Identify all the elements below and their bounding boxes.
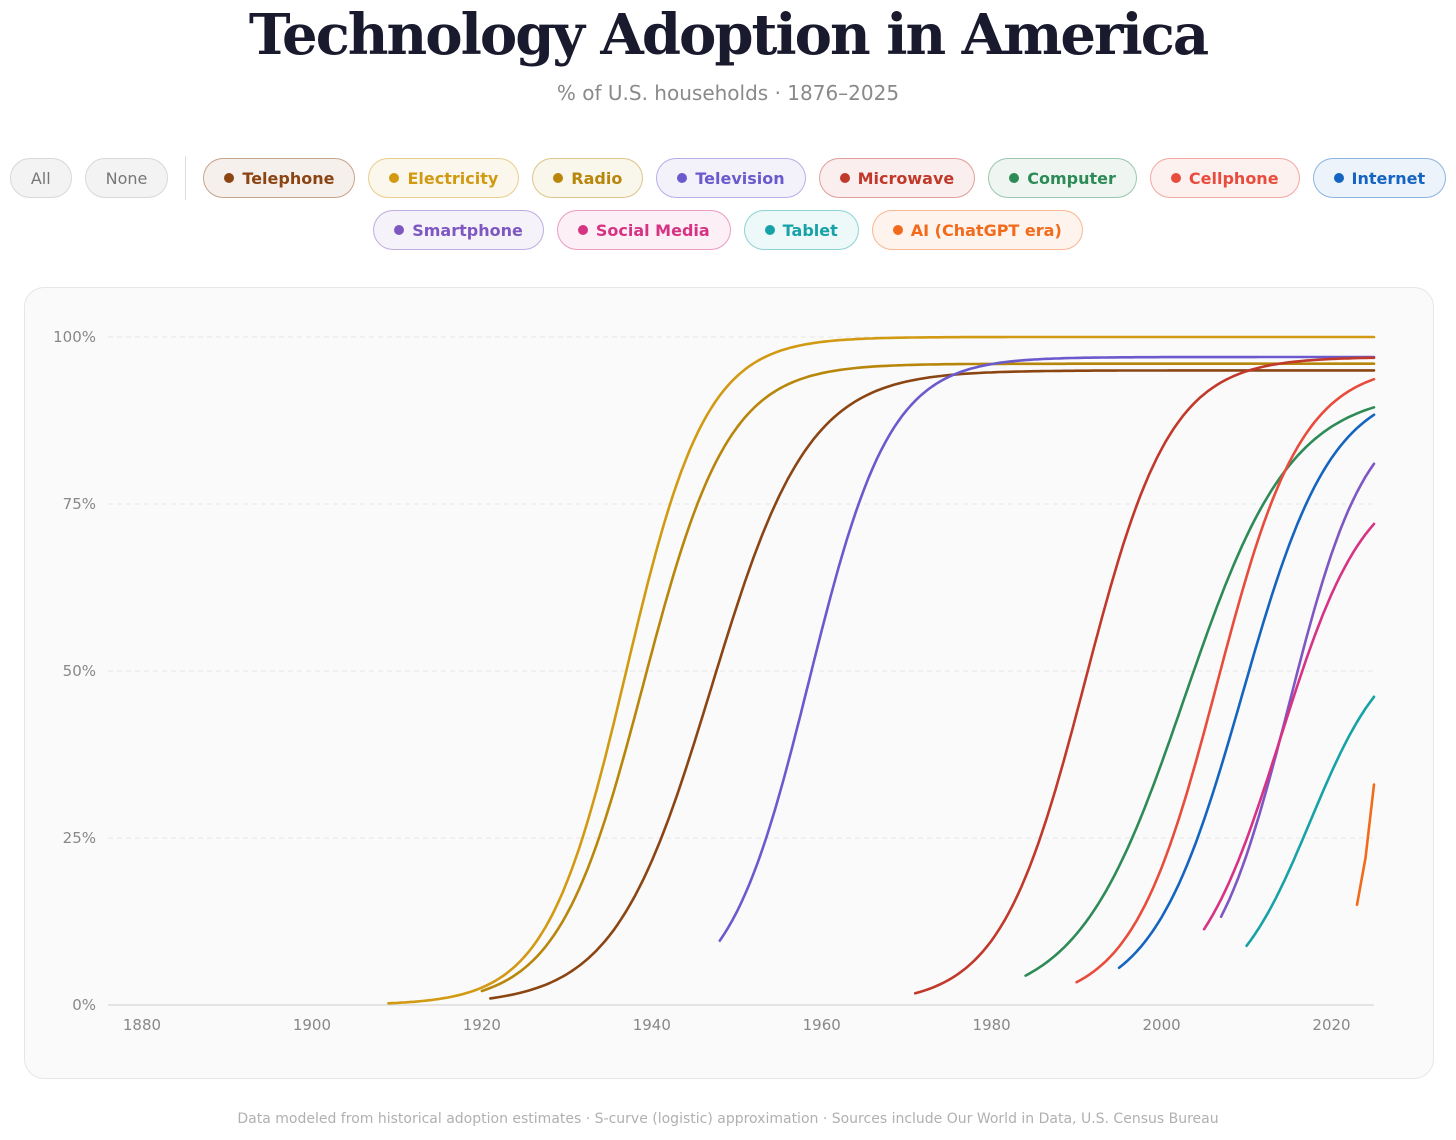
series-line-computer[interactable] <box>1024 406 1376 977</box>
x-tick-label: 1880 <box>123 1016 161 1034</box>
chip-label: Microwave <box>857 168 955 188</box>
x-tick-label: 2000 <box>1142 1016 1180 1034</box>
toggle-computer[interactable]: Computer <box>988 158 1137 198</box>
series-line-internet[interactable] <box>1117 413 1376 970</box>
legend-dot-icon <box>394 225 405 235</box>
legend-dot-icon <box>224 173 235 183</box>
toggle-microwave[interactable]: Microwave <box>818 158 976 198</box>
chip-label: Cellphone <box>1188 168 1279 188</box>
series-line-ai-chatgpt-era[interactable] <box>1355 783 1376 907</box>
x-tick-label: 2020 <box>1312 1016 1350 1034</box>
series-line-microwave[interactable] <box>913 356 1376 995</box>
legend-dot-icon <box>1170 173 1181 183</box>
chip-label: Social Media <box>595 220 710 240</box>
chip-label: Radio <box>571 168 623 188</box>
legend-dot-icon <box>577 225 588 235</box>
series-filter-row-2: Smartphone Social Media Tablet AI (ChatGPT … <box>0 210 1456 250</box>
series-line-radio[interactable] <box>480 362 1376 993</box>
footer-note: Data modeled from historical adoption es… <box>237 1111 1219 1127</box>
legend-dot-icon <box>677 173 688 183</box>
toggle-tablet[interactable]: Tablet <box>743 210 859 250</box>
x-tick-label: 1940 <box>633 1016 671 1034</box>
y-tick-label: 75% <box>63 495 96 513</box>
series-line-television[interactable] <box>718 355 1376 942</box>
series-line-social-media[interactable] <box>1202 522 1376 931</box>
series-line-telephone[interactable] <box>489 369 1376 1000</box>
chip-label: Computer <box>1027 168 1116 188</box>
select-all-button[interactable]: All <box>9 158 72 198</box>
chip-label: Tablet <box>782 220 838 240</box>
divider <box>185 156 187 200</box>
series-line-tablet[interactable] <box>1245 695 1376 948</box>
toggle-telephone[interactable]: Telephone <box>203 158 356 198</box>
x-tick-label: 1900 <box>293 1016 331 1034</box>
line-chart: 0% 25% 50% 75% 100% 1880 1900 1920 1940 1960 1980 2… <box>53 328 1376 1034</box>
toggle-social-media[interactable]: Social Media <box>556 210 731 250</box>
select-none-button[interactable]: None <box>84 158 169 198</box>
legend-dot-icon <box>1333 173 1344 183</box>
series-filter-row: All None Telephone Electricity Radio Televi… <box>0 156 1456 200</box>
y-tick-label: 0% <box>72 996 96 1014</box>
x-tick-label: 1960 <box>803 1016 841 1034</box>
page-title: Technology Adoption in America <box>248 2 1209 68</box>
chip-label: Internet <box>1351 168 1426 188</box>
legend-dot-icon <box>839 173 850 183</box>
toggle-television[interactable]: Television <box>656 158 806 198</box>
legend-dot-icon <box>389 173 400 183</box>
x-tick-label: 1980 <box>973 1016 1011 1034</box>
legend-dot-icon <box>764 225 775 235</box>
series-line-electricity[interactable] <box>387 335 1376 1005</box>
toggle-smartphone[interactable]: Smartphone <box>373 210 544 250</box>
y-tick-label: 25% <box>63 829 96 847</box>
chart-card: 0% 25% 50% 75% 100% 1880 1900 1920 1940 1960 1980 2… <box>24 287 1434 1079</box>
series-line-smartphone[interactable] <box>1219 462 1376 918</box>
toggle-internet[interactable]: Internet <box>1312 158 1447 198</box>
chip-label: Television <box>695 168 785 188</box>
chip-label: AI (ChatGPT era) <box>910 220 1062 240</box>
chip-label: Smartphone <box>412 220 523 240</box>
y-tick-label: 50% <box>63 662 96 680</box>
y-tick-label: 100% <box>53 328 96 346</box>
legend-dot-icon <box>553 173 564 183</box>
legend-dot-icon <box>892 225 903 235</box>
x-tick-label: 1920 <box>463 1016 501 1034</box>
chip-label: Telephone <box>242 168 335 188</box>
page-subtitle: % of U.S. households · 1876–2025 <box>556 81 900 105</box>
series-line-cellphone[interactable] <box>1075 377 1376 984</box>
toggle-cellphone[interactable]: Cellphone <box>1149 158 1300 198</box>
toggle-ai-chatgpt-era[interactable]: AI (ChatGPT era) <box>871 210 1083 250</box>
chip-label: Electricity <box>407 168 499 188</box>
legend-dot-icon <box>1009 173 1020 183</box>
toggle-radio[interactable]: Radio <box>532 158 644 198</box>
toggle-electricity[interactable]: Electricity <box>368 158 520 198</box>
